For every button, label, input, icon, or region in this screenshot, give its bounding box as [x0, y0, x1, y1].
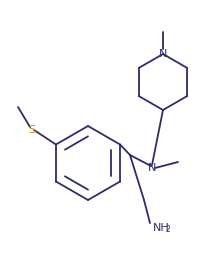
- Text: N: N: [159, 49, 167, 59]
- Text: 2: 2: [165, 226, 170, 234]
- Text: S: S: [28, 125, 36, 135]
- Text: N: N: [148, 163, 156, 173]
- Text: NH: NH: [153, 223, 170, 233]
